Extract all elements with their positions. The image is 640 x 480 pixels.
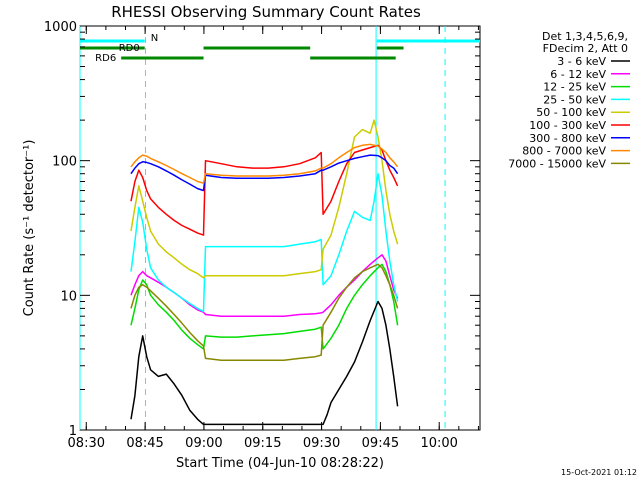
series-line-100-300-kev <box>130 144 399 236</box>
legend-label-300-800-kev: 300 - 800 keV <box>529 132 606 145</box>
x-tick-label-08-30: 08:30 <box>68 436 105 451</box>
legend-label-50-100-kev: 50 - 100 keV <box>536 106 606 119</box>
legend-label-6-12-kev: 6 - 12 keV <box>550 68 606 81</box>
series-line-300-800-kev <box>130 154 399 192</box>
y-tick-label-1000: 1000 <box>44 20 77 35</box>
x-tick-label-10-00: 10:00 <box>420 436 457 451</box>
x-tick-label-09-30: 09:30 <box>303 436 340 451</box>
chart-title: RHESSI Observing Summary Count Rates <box>111 3 421 21</box>
legend-label-800-7000-kev: 800 - 7000 keV <box>522 145 606 158</box>
flag-rd6-label: RD6 <box>95 53 116 64</box>
plot-frame <box>79 25 481 431</box>
x-tick-label-09-45: 09:45 <box>362 436 399 451</box>
y-axis-ticks: 1 10 100 1000 <box>44 20 480 439</box>
flag-rd0-label: RD0 <box>119 43 140 54</box>
x-tick-label-08-45: 08:45 <box>126 436 163 451</box>
x-tick-label-09-00: 09:00 <box>185 436 222 451</box>
x-axis-title: Start Time (04-Jun-10 08:28:22) <box>176 456 384 471</box>
legend-label-25-50-kev: 25 - 50 keV <box>543 93 606 106</box>
legend-header-line-1: FDecim 2, Att 0 <box>543 42 628 55</box>
y-tick-label-10: 10 <box>60 289 77 304</box>
flag-n-label: N <box>151 33 158 44</box>
y-tick-label-100: 100 <box>52 155 77 170</box>
legend-label-3-6-kev: 3 - 6 keV <box>557 55 606 68</box>
legend-label-12-25-kev: 12 - 25 keV <box>543 81 606 94</box>
legend-label-100-300-kev: 100 - 300 keV <box>529 119 606 132</box>
series-line-3-6-kev <box>130 300 399 426</box>
legend-label-7000-15000-kev: 7000 - 15000 keV <box>508 157 606 170</box>
vertical-markers <box>79 26 446 430</box>
series-line-7000-15000-kev <box>130 263 399 361</box>
x-tick-label-09-15: 09:15 <box>244 436 281 451</box>
x-axis-ticks: 08:30 08:45 09:00 09:15 09:30 09:45 10:00 <box>68 26 479 451</box>
y-axis-title: Count Rate (s⁻¹ detector⁻¹) <box>22 140 37 317</box>
series-line-6-12-kev <box>130 254 399 317</box>
legend: Det 1,3,4,5,6,9,FDecim 2, Att 03 - 6 keV… <box>508 30 630 170</box>
series-layer <box>130 119 399 426</box>
series-line-12-25-kev <box>130 263 399 350</box>
legend-header-line-0: Det 1,3,4,5,6,9, <box>542 30 628 43</box>
series-line-50-100-kev <box>130 119 399 279</box>
y-tick-label-1: 1 <box>69 424 77 439</box>
footer-stamp: 15-Oct-2021 01:12 <box>561 468 637 477</box>
series-line-25-50-kev <box>130 172 399 313</box>
series-line-800-7000-kev <box>130 143 399 184</box>
